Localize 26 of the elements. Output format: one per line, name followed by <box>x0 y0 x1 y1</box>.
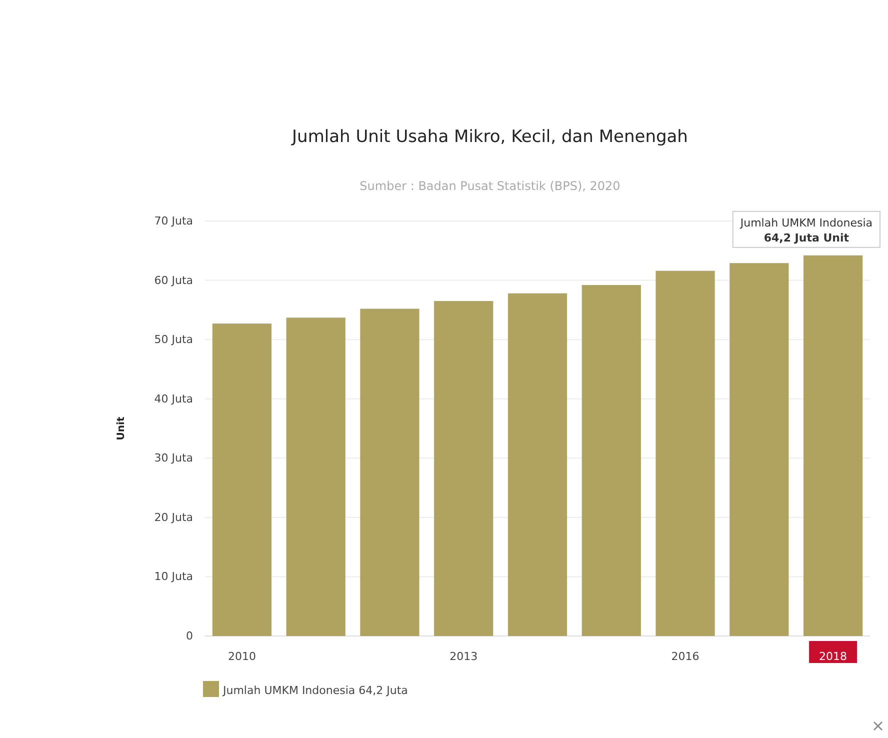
x-tick-label: 2010 <box>228 650 256 663</box>
y-tick-label: 40 Juta <box>154 392 193 406</box>
x-tick-label: 2018 <box>819 650 848 663</box>
bar <box>286 318 346 636</box>
annotation: Jumlah UMKM Indonesia 64,2 Juta Unit <box>739 216 872 244</box>
bar <box>730 263 789 636</box>
y-axis-title: Unit <box>116 416 127 440</box>
bar <box>508 293 568 636</box>
y-tick-label: 10 Juta <box>154 570 193 584</box>
bar <box>360 308 420 636</box>
bar <box>804 255 863 636</box>
legend-label: Jumlah UMKM Indonesia 64,2 Juta <box>222 684 408 697</box>
bar <box>582 285 641 636</box>
bar <box>212 324 272 636</box>
chart-title: Jumlah Unit Usaha Mikro, Kecil, dan Menengah <box>291 127 688 147</box>
y-tick-label: 30 Juta <box>154 452 193 465</box>
bar <box>434 301 494 636</box>
y-tick-label: 70 Juta <box>154 214 193 228</box>
y-tick-label: 60 Juta <box>154 274 193 287</box>
chart-subtitle: Sumber : Badan Pusat Statistik (BPS), 2020 <box>360 179 620 193</box>
x-tick-label: 2013 <box>450 650 478 663</box>
bar <box>656 270 715 636</box>
y-tick-label: 50 Juta <box>154 333 193 346</box>
y-tick-label: 20 Juta <box>154 510 193 524</box>
y-tick-label: 0 <box>186 630 193 643</box>
x-tick-label: 2016 <box>671 650 700 663</box>
